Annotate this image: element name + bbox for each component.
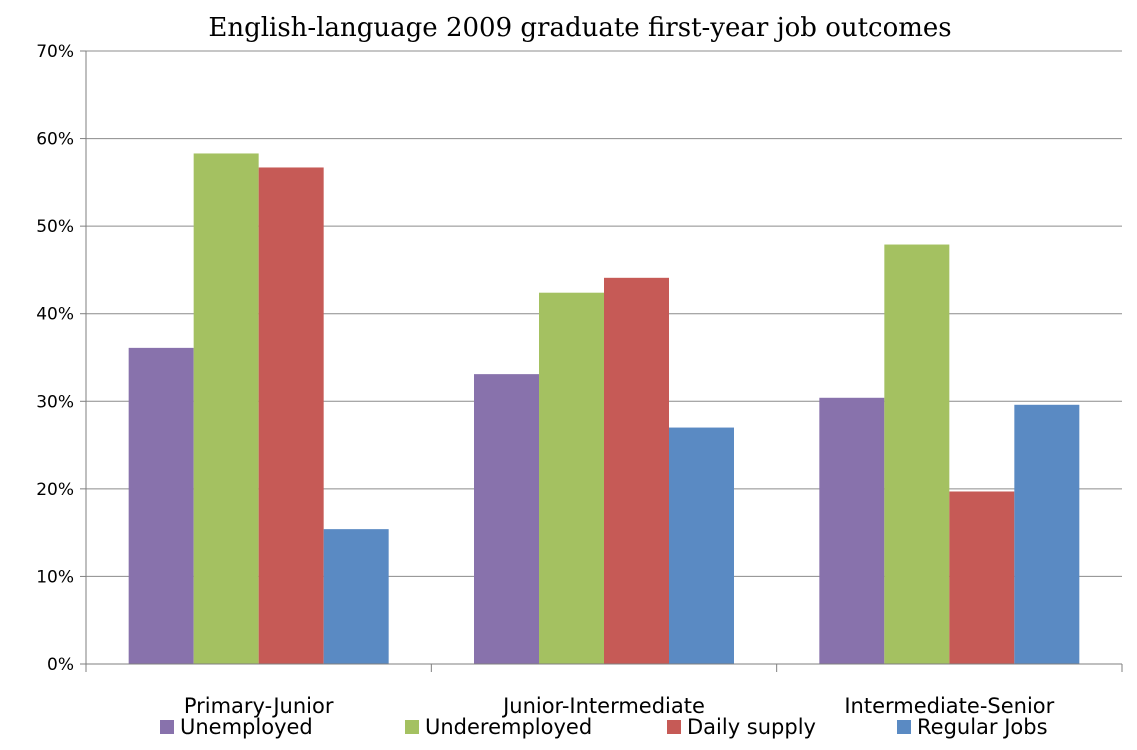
bar-unemployed-1 — [474, 374, 539, 664]
bar-regular-jobs-0 — [323, 529, 389, 664]
x-category-label: Primary-Junior — [184, 694, 334, 718]
y-tick-label: 70% — [36, 42, 74, 62]
x-category-label: Intermediate-Senior — [844, 694, 1054, 718]
legend-swatch-underemployed — [405, 720, 419, 734]
x-category-label: Junior-Intermediate — [501, 694, 705, 718]
axes: 0% 10% 20% 30% 40% 50% 60% 70% Primary-Junior Jun… — [36, 42, 1123, 718]
legend: Unemployed Underemployed Daily supply Regul… — [160, 715, 1048, 739]
legend-label-regular-jobs: Regular Jobs — [917, 715, 1048, 739]
bar-regular-jobs-2 — [1014, 404, 1080, 664]
bar-unemployed-0 — [128, 347, 194, 664]
chart-title: English-language 2009 graduate first-yea… — [208, 13, 951, 43]
y-tick-label: 60% — [36, 130, 74, 150]
y-tick-label: 20% — [36, 480, 74, 500]
bar-regular-jobs-1 — [669, 427, 734, 664]
bars — [128, 153, 1080, 665]
y-tick-label: 40% — [36, 305, 74, 325]
bar-underemployed-1 — [539, 292, 604, 664]
bar-underemployed-2 — [884, 244, 950, 665]
legend-swatch-unemployed — [160, 720, 174, 734]
y-tick-label: 50% — [36, 217, 74, 237]
legend-swatch-daily-supply — [667, 720, 681, 734]
legend-swatch-regular-jobs — [897, 720, 911, 734]
y-tick-label: 0% — [47, 655, 74, 675]
legend-label-unemployed: Unemployed — [180, 715, 313, 739]
bar-underemployed-0 — [193, 153, 259, 665]
legend-label-underemployed: Underemployed — [425, 715, 592, 739]
bar-unemployed-2 — [819, 397, 885, 664]
bar-daily-supply-2 — [949, 491, 1015, 664]
bar-daily-supply-0 — [258, 167, 324, 664]
y-tick-label: 30% — [36, 392, 74, 412]
bar-daily-supply-1 — [604, 277, 669, 664]
legend-label-daily-supply: Daily supply — [687, 715, 816, 739]
y-tick-label: 10% — [36, 567, 74, 587]
